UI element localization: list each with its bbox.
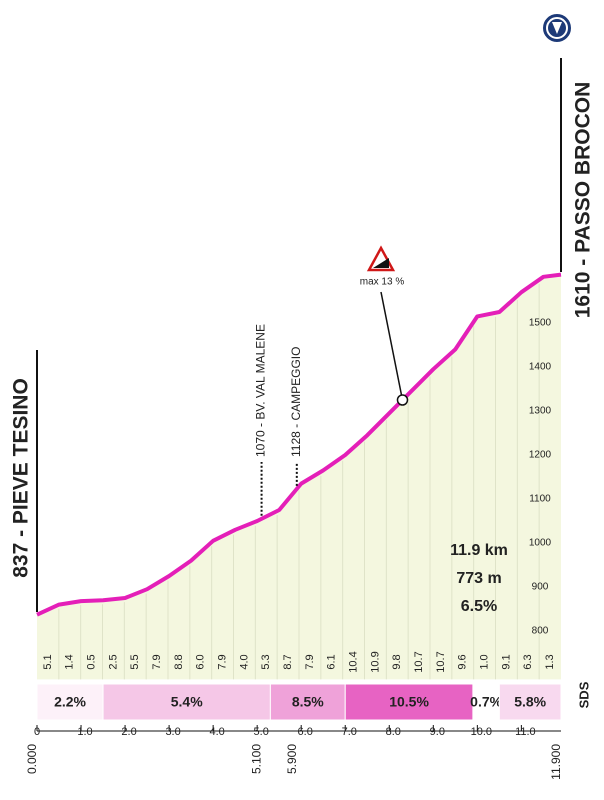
segment-gradient: 0.5 <box>85 654 97 669</box>
segment-gradient: 8.7 <box>282 654 294 669</box>
gradient-band-label: 5.8% <box>514 694 546 710</box>
segment-gradient: 4.0 <box>238 654 250 669</box>
gradient-band-label: 0.7% <box>470 694 502 710</box>
x-tick-label: 3.0 <box>165 726 180 738</box>
summary-line: 11.9 km <box>450 542 508 559</box>
max-icon-slope <box>373 258 389 268</box>
start-label: 837 - PIEVE TESINO <box>10 378 33 578</box>
segment-gradient: 6.3 <box>522 654 534 669</box>
segment-gradient: 5.1 <box>42 654 54 669</box>
segment-gradient: 6.1 <box>326 654 338 669</box>
y-tick-label: 1100 <box>529 494 551 505</box>
segment-gradient: 6.0 <box>195 654 207 669</box>
gradient-band-label: 2.2% <box>54 694 86 710</box>
max-marker <box>396 394 409 406</box>
segment-gradient: 9.6 <box>457 654 469 669</box>
max-label: max 13 % <box>360 277 405 288</box>
gradient-band-label: 10.5% <box>389 694 429 710</box>
x-tick-label: 4.0 <box>209 726 224 738</box>
y-tick-label: 800 <box>532 626 549 637</box>
segment-gradient: 1.3 <box>544 654 556 669</box>
profile-line <box>36 272 562 617</box>
segment-gradient: 10.9 <box>369 651 381 672</box>
distance-marker: 11.900 <box>549 744 563 780</box>
x-tick-label: 1.0 <box>77 726 92 738</box>
x-tick-label: 11.0 <box>515 726 536 738</box>
gradient-band <box>344 683 474 721</box>
x-tick-label: 8.0 <box>386 726 401 738</box>
stage-icon-mark <box>552 22 562 34</box>
gradient-band <box>102 683 271 721</box>
gradient-band-label: 5.4% <box>171 694 203 710</box>
segment-gradient: 9.1 <box>500 654 512 669</box>
segment-gradient: 7.9 <box>304 654 316 669</box>
segment-gradient: 5.3 <box>260 654 272 669</box>
x-tick-label: 9.0 <box>430 726 445 738</box>
end-label: 1610 - PASSO BROCON <box>572 82 595 319</box>
landmark-label: 1070 - BV. VAL MALENE <box>254 324 268 457</box>
gradient-band <box>498 683 562 721</box>
x-tick-label: 7.0 <box>342 726 357 738</box>
segment-gradient: 10.4 <box>347 651 359 672</box>
x-tick-label: 10.0 <box>471 726 492 738</box>
gradient-band <box>36 683 104 721</box>
x-tick-label: 6.0 <box>298 726 313 738</box>
max-pointer <box>380 291 404 401</box>
segment-gradient: 5.5 <box>129 654 141 669</box>
segment-gradient: 10.7 <box>435 651 447 672</box>
logo: SDS <box>576 681 591 708</box>
segment-gradient: 2.5 <box>107 654 119 669</box>
y-tick-label: 1200 <box>529 450 552 461</box>
summary-line: 6.5% <box>461 598 497 615</box>
landmark-label: 1128 - CAMPEGGIO <box>289 347 303 457</box>
y-tick-label: 900 <box>532 582 549 593</box>
distance-marker: 5.100 <box>250 744 264 774</box>
stage-icon-ring <box>546 17 568 39</box>
x-tick-label: 5.0 <box>254 726 269 738</box>
segment-gradient: 8.8 <box>173 654 185 669</box>
gradient-band <box>269 683 346 721</box>
distance-marker: 5.900 <box>285 744 299 774</box>
segment-gradient: 10.7 <box>413 651 425 672</box>
segment-gradient: 1.0 <box>478 654 490 669</box>
x-tick-label: 2.0 <box>121 726 136 738</box>
y-tick-label: 1400 <box>529 362 552 373</box>
segment-gradient: 9.8 <box>391 654 403 669</box>
segment-gradient: 1.4 <box>64 654 76 669</box>
y-tick-label: 1000 <box>529 538 552 549</box>
y-tick-label: 1500 <box>529 318 552 329</box>
x-tick-label: 0 <box>34 726 40 738</box>
gradient-band-label: 8.5% <box>292 694 324 710</box>
segment-gradient: 7.9 <box>151 654 163 669</box>
y-tick-label: 1300 <box>529 406 552 417</box>
segment-gradient: 7.9 <box>216 654 228 669</box>
distance-marker: 0.000 <box>25 744 39 774</box>
summary-line: 773 m <box>456 570 501 587</box>
